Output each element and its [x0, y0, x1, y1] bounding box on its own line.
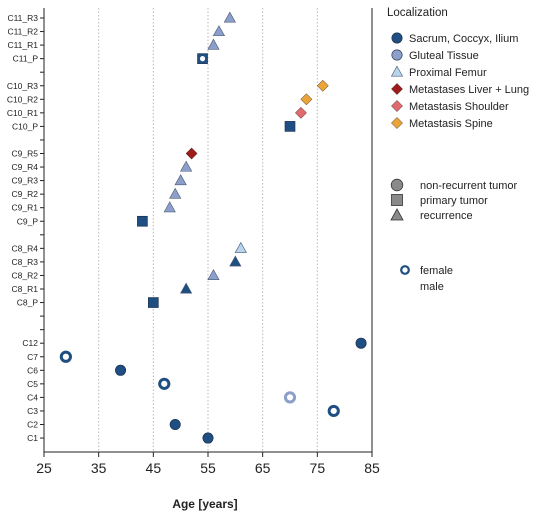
x-tick-label: 55 — [200, 460, 216, 476]
data-point-c3 — [327, 404, 340, 418]
data-point-c12 — [355, 337, 367, 349]
data-point-c10-r2 — [300, 93, 313, 106]
data-point-c9-r2 — [169, 187, 182, 199]
y-tick-label: C11_R1 — [7, 40, 38, 50]
y-tick-labels: C1 C2 C3 C4 C5 C6 C7 C12 C8_P C8_R1 C8_R2 C8_R3 C8_R… — [7, 13, 44, 443]
data-point-c6 — [115, 364, 127, 376]
y-tick-label: C6 — [27, 365, 38, 375]
data-point-c9-r4 — [180, 160, 193, 172]
data-point-c9-r5 — [185, 147, 198, 160]
legend-label-shoulder: Metastasis Shoulder — [409, 101, 509, 113]
y-tick-label: C10_P — [12, 121, 38, 131]
legend-marker-shoulder — [391, 100, 403, 112]
x-tick-label: 85 — [364, 460, 380, 476]
legend-label-spine: Metastasis Spine — [409, 118, 493, 130]
y-tick-label: C10_R1 — [7, 108, 38, 118]
data-point-c11-r2 — [212, 25, 226, 37]
x-tick-label: 25 — [36, 460, 52, 476]
legend: Localization Sacrum, Coccyx, Ilium Gluteal… — [387, 7, 529, 293]
legend-marker-gluteal — [391, 49, 403, 61]
legend-label-sex: male — [420, 281, 444, 293]
x-tick-label: 45 — [146, 460, 162, 476]
legend-label-sex: female — [420, 265, 453, 277]
data-point-c2 — [169, 418, 181, 430]
legend-marker-female-ring — [400, 265, 410, 275]
data-point-c8-r2 — [207, 269, 220, 280]
y-tick-label: C8_R1 — [12, 284, 39, 294]
data-point-c9-p — [137, 215, 148, 227]
legend-label-gluteal: Gluteal Tissue — [409, 50, 479, 62]
y-tick-label: C12 — [22, 338, 38, 348]
data-point-c11-r1 — [207, 38, 220, 50]
y-tick-label: C11_P — [13, 54, 39, 64]
y-tick-label: C3 — [27, 406, 38, 416]
data-point-c10-r1 — [294, 106, 307, 119]
data-point-c11-p-female-ring — [199, 56, 206, 62]
y-tick-label: C9_R5 — [12, 149, 39, 159]
data-point-c7 — [59, 350, 72, 363]
y-tick-label: C9_R2 — [12, 189, 39, 199]
y-tick-label: C8_R2 — [12, 270, 39, 280]
x-tick-label: 75 — [310, 460, 326, 476]
y-tick-label: C8_R4 — [12, 243, 39, 253]
data-point-c8-r1 — [180, 282, 193, 294]
y-tick-label: C9_R1 — [12, 203, 39, 213]
legend-marker-square — [391, 194, 403, 206]
data-point-c1 — [202, 432, 214, 444]
y-tick-label: C1 — [27, 433, 38, 443]
x-tick-labels: 25 35 45 55 65 75 85 — [36, 452, 380, 476]
data-point-c8-r4 — [234, 241, 247, 253]
x-axis-label: Age [years] — [172, 497, 237, 511]
y-tick-label: C4 — [27, 392, 38, 402]
legend-label-type: primary tumor — [420, 195, 488, 207]
y-tick-label: C11_R3 — [7, 13, 38, 23]
data-point-c8-p — [148, 297, 159, 308]
x-tick-label: 35 — [91, 460, 107, 476]
legend-label-type: non-recurrent tumor — [420, 180, 518, 192]
legend-marker-femur — [390, 65, 404, 77]
data-point-c9-r3 — [174, 174, 187, 186]
y-tick-label: C5 — [27, 379, 38, 389]
y-tick-label: C11_R2 — [7, 27, 38, 37]
y-tick-label: C8_P — [17, 298, 39, 308]
y-tick-label: C9_R4 — [12, 162, 39, 172]
y-tick-label: C7 — [27, 352, 38, 362]
data-point-c5 — [158, 377, 171, 390]
grid-lines — [98, 8, 318, 452]
data-point-c4 — [283, 391, 297, 404]
legend-marker-triangle — [390, 208, 404, 221]
y-tick-label: C2 — [27, 420, 38, 430]
data-point-c10-p — [284, 121, 296, 132]
legend-label-liver_lung: Metastases Liver + Lung — [409, 84, 529, 96]
legend-label-femur: Proximal Femur — [409, 67, 487, 79]
y-tick-label: C8_R3 — [12, 257, 39, 267]
y-tick-label: C10_R2 — [7, 94, 38, 104]
legend-marker-circle — [390, 178, 404, 192]
legend-marker-liver_lung — [391, 83, 403, 95]
data-point-c8-r3 — [229, 255, 242, 267]
legend-title: Localization — [387, 7, 448, 19]
legend-label-type: recurrence — [420, 210, 473, 222]
data-points — [59, 11, 367, 444]
legend-marker-sacrum — [391, 32, 403, 44]
y-tick-label: C9_P — [17, 216, 39, 226]
data-point-c11-r3 — [223, 11, 236, 23]
x-tick-label: 65 — [255, 460, 271, 476]
data-point-c10-r3 — [316, 79, 329, 92]
y-tick-label: C9_R3 — [12, 176, 39, 186]
data-point-c9-r1 — [163, 201, 176, 213]
y-tick-label: C10_R3 — [7, 81, 38, 91]
legend-marker-spine — [391, 117, 403, 129]
legend-label-sacrum: Sacrum, Coccyx, Ilium — [409, 33, 518, 45]
